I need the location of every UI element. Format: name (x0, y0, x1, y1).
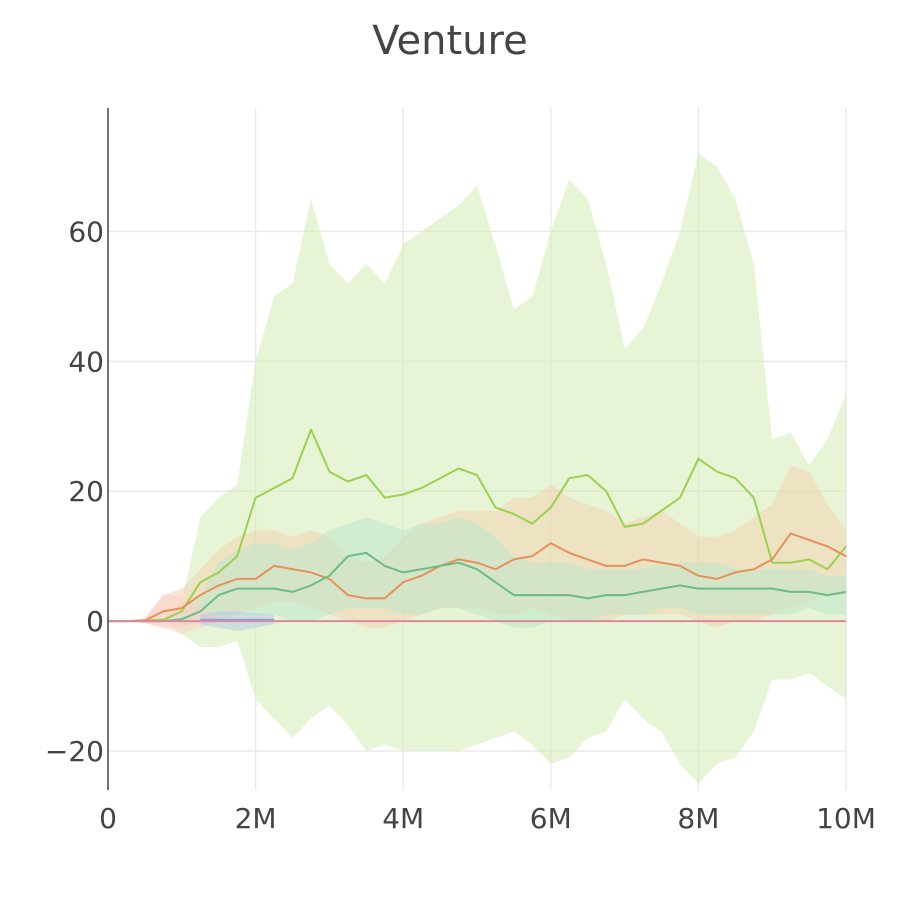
axes: 0 2M 4M 6M 8M 10M −20 0 20 40 60 (45, 108, 876, 835)
y-tick-label: 0 (86, 605, 104, 638)
light-green-band (108, 153, 846, 784)
x-tick-label: 10M (816, 802, 876, 835)
x-tick-label: 0 (99, 802, 117, 835)
light-green-line (108, 428, 847, 623)
y-tick-label: −20 (45, 735, 104, 768)
pink-band (108, 595, 846, 635)
y-tick-label: 60 (68, 215, 104, 248)
orange-line (108, 532, 847, 623)
teal-green-band (108, 517, 846, 628)
y-tick-label: 40 (68, 345, 104, 378)
bands (108, 153, 846, 784)
teal-green-line (108, 551, 847, 623)
x-tick-label: 2M (235, 802, 277, 835)
y-tick-label: 20 (68, 475, 104, 508)
chart-title: Venture (372, 18, 527, 64)
lines (108, 428, 847, 623)
x-tick-label: 4M (382, 802, 424, 835)
x-tick-label: 6M (530, 802, 572, 835)
x-tick-label: 8M (677, 802, 719, 835)
